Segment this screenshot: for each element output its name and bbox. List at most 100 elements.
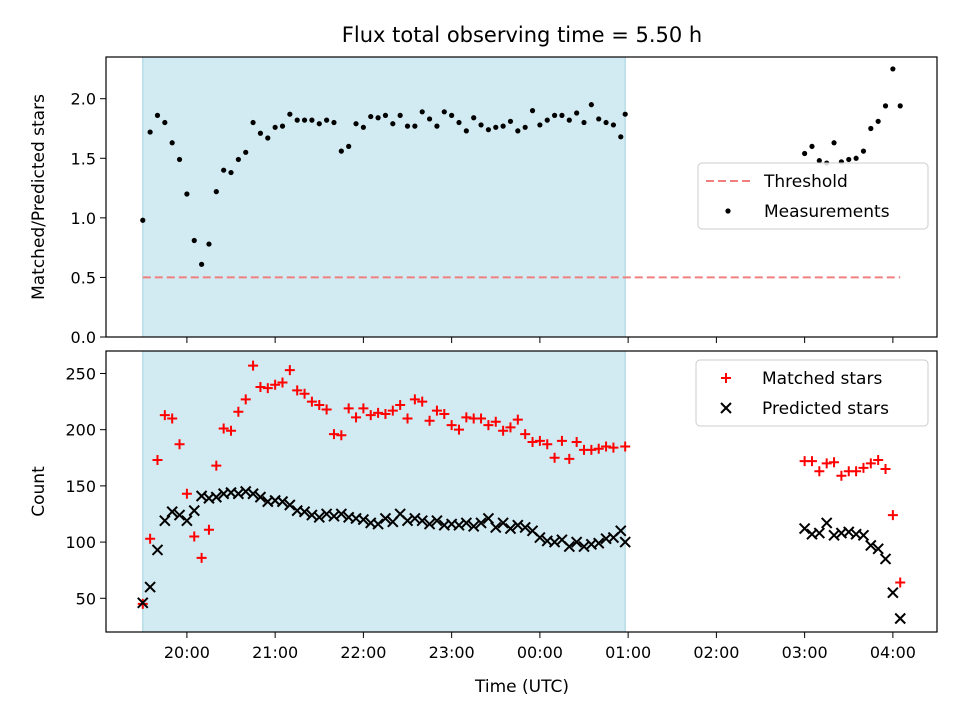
- x-tick-label: 21:00: [252, 643, 298, 662]
- measurement-point: [390, 121, 396, 127]
- matched-star-point: [446, 420, 457, 431]
- measurement-point: [221, 167, 227, 173]
- measurement-point: [500, 123, 506, 129]
- matched-star-point: [865, 458, 876, 469]
- measurement-point: [213, 189, 219, 195]
- predicted-star-point: [497, 517, 509, 529]
- measurement-point: [456, 119, 462, 126]
- predicted-star-point: [401, 515, 414, 527]
- matched-star-point: [174, 439, 185, 450]
- matched-star-point: [402, 413, 413, 424]
- measurement-point: [309, 117, 315, 123]
- matched-star-point: [395, 399, 406, 410]
- predicted-star-point: [328, 510, 340, 522]
- predicted-star-point: [857, 529, 870, 542]
- predicted-star-point: [284, 499, 296, 511]
- measurement-point: [360, 124, 366, 130]
- matched-star-point: [218, 423, 229, 434]
- matched-star-point: [203, 524, 214, 535]
- predicted-star-point: [320, 508, 333, 520]
- predicted-star-point: [188, 504, 200, 517]
- matched-star-point: [806, 456, 817, 467]
- predicted-star-point: [166, 506, 178, 518]
- predicted-star-point: [578, 540, 590, 553]
- predicted-star-point: [159, 515, 171, 527]
- matched-star-point: [549, 452, 560, 463]
- matched-star-point: [167, 413, 178, 424]
- matched-star-point: [564, 453, 575, 464]
- predicted-star-point: [313, 511, 325, 524]
- measurement-point: [816, 158, 822, 164]
- predicted-star-point: [490, 521, 502, 534]
- measurement-point: [890, 66, 896, 72]
- matched-star-point: [336, 430, 347, 441]
- matched-star-point: [571, 437, 582, 448]
- measurement-point: [272, 124, 278, 130]
- measurement-point: [287, 111, 293, 117]
- predicted-star-point: [453, 519, 465, 531]
- matched-star-point: [226, 425, 237, 436]
- top-panel: 0.0 0.5 1.0 1.5 2.0 Matched/Predicted stars Th…: [29, 56, 938, 347]
- matched-star-point: [196, 552, 207, 563]
- measurement-point: [324, 117, 330, 123]
- y-axis-label: Count: [29, 466, 49, 517]
- measurement-point: [603, 119, 609, 126]
- predicted-star-point: [872, 543, 884, 555]
- predicted-star-point: [887, 586, 899, 599]
- measurement-point: [449, 112, 455, 118]
- predicted-star-point: [460, 517, 473, 529]
- predicted-star-point: [151, 544, 164, 556]
- measurement-point: [596, 116, 602, 122]
- measurement-point: [581, 119, 587, 126]
- matched-star-point: [895, 577, 906, 588]
- predicted-star-point: [534, 531, 546, 544]
- measurement-point: [353, 121, 359, 127]
- matched-star-point: [512, 414, 523, 425]
- matched-star-point: [292, 385, 303, 396]
- legend: Matched stars Predicted stars: [695, 359, 929, 427]
- y-tick-label: 200: [65, 421, 96, 440]
- predicted-star-point: [475, 517, 487, 529]
- measurement-point: [860, 148, 867, 154]
- measurement-point: [375, 115, 381, 121]
- matched-star-point: [262, 383, 273, 394]
- measurement-point: [463, 128, 469, 134]
- predicted-star-point: [828, 529, 840, 542]
- predicted-star-point: [276, 495, 289, 508]
- predicted-star-point: [240, 485, 252, 498]
- measurement-point: [493, 124, 499, 130]
- measurement-point: [147, 129, 153, 135]
- predicted-star-point: [247, 488, 259, 500]
- measurement-point: [846, 156, 852, 163]
- measurement-point: [537, 122, 543, 128]
- measurement-point: [250, 119, 256, 126]
- y-tick-label: 1.0: [71, 209, 96, 228]
- matched-star-point: [152, 455, 163, 466]
- measurement-point: [507, 118, 514, 124]
- measurement-point: [868, 125, 874, 132]
- matched-star-point: [534, 435, 545, 446]
- predicted-star-point: [563, 540, 576, 553]
- measurement-point: [346, 143, 352, 149]
- measurement-point: [154, 112, 161, 118]
- measurement-point: [338, 148, 344, 154]
- measurement-point: [559, 112, 565, 118]
- y-axis-label: Matched/Predicted stars: [29, 94, 49, 300]
- matched-star-point: [887, 510, 898, 521]
- series-predicted-stars: [137, 485, 906, 625]
- matched-star-point: [858, 462, 869, 473]
- matched-star-point: [233, 406, 244, 417]
- legend-box: [697, 162, 929, 230]
- measurement-point: [882, 103, 889, 109]
- matched-star-point: [851, 466, 862, 477]
- measurement-point: [875, 118, 881, 124]
- measurement-point: [265, 135, 271, 141]
- matched-star-point: [880, 464, 891, 475]
- matched-star-point: [409, 394, 420, 405]
- predicted-star-point: [195, 490, 208, 502]
- measurement-point: [551, 112, 558, 118]
- measurement-point: [618, 134, 624, 140]
- x-tick-label: 22:00: [340, 643, 386, 662]
- predicted-star-point: [519, 521, 531, 534]
